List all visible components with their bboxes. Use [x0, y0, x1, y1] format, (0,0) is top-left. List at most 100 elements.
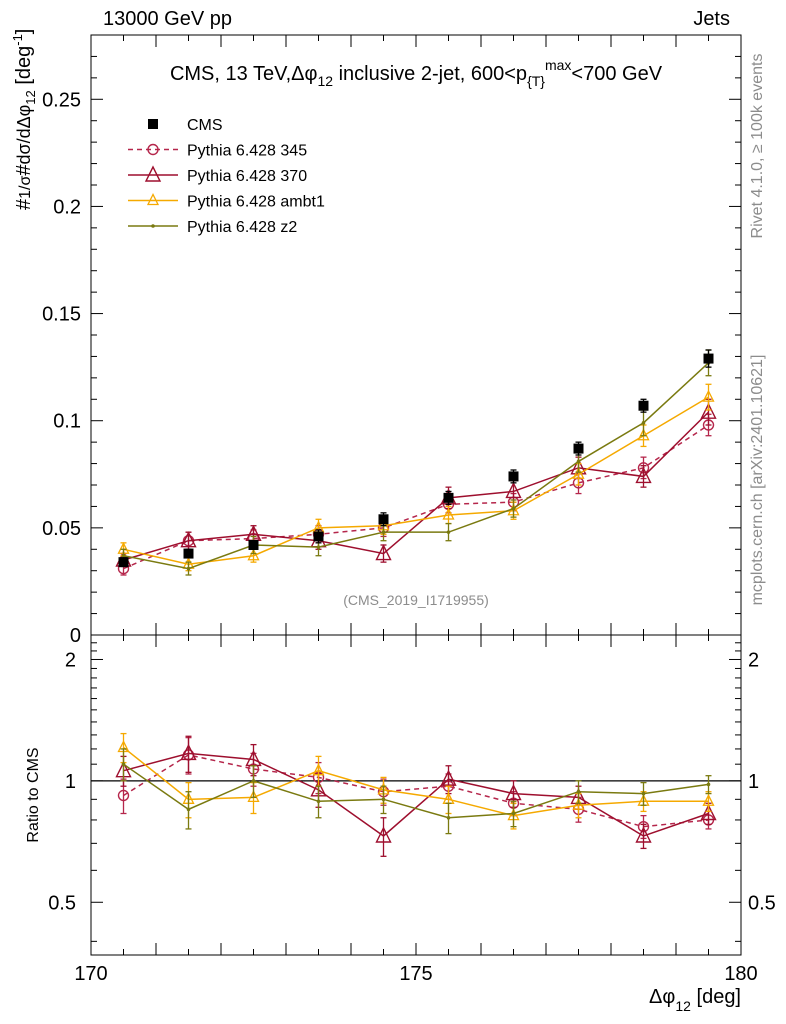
pythia-370-point — [375, 826, 392, 843]
pythia-370-line — [123, 411, 710, 561]
legend-item-pythia-ambt1: Pythia 6.428 ambt1 — [128, 193, 325, 211]
legend-marker — [148, 119, 158, 129]
pythia-ambt1-point — [702, 793, 715, 806]
legend-label: Pythia 6.428 370 — [187, 168, 307, 185]
legend-label: Pythia 6.428 ambt1 — [187, 194, 325, 211]
pythia-z2-line — [123, 763, 709, 819]
pythia-ambt1-point — [442, 507, 455, 520]
legend-label: Pythia 6.428 z2 — [187, 219, 297, 236]
xlabel-unit: [deg] — [691, 986, 741, 1008]
y-tick-label: 0.1 — [53, 411, 81, 433]
pythia-ambt1-point — [247, 548, 260, 561]
y-tick-label-right: 1 — [748, 771, 759, 793]
pythia-345-line — [123, 424, 709, 570]
pythia-z2-point — [186, 807, 191, 812]
cms-point — [313, 531, 324, 542]
pythia-z2-point — [316, 545, 321, 549]
legend-marker — [147, 143, 159, 156]
pythia-370-point — [375, 544, 392, 561]
title-sup-max: max — [545, 57, 571, 73]
title-suffix: <700 GeV — [571, 63, 662, 85]
cms-point — [573, 443, 584, 454]
pythia-z2-point — [641, 421, 646, 425]
pythia-ambt1-line — [123, 746, 709, 817]
pythia-z2-point — [446, 815, 451, 820]
legend-item-pythia-370: Pythia 6.428 370 — [128, 165, 307, 185]
pythia-z2-line — [123, 362, 710, 570]
pythia-z2-point — [121, 553, 126, 558]
pythia-z2-point — [121, 762, 126, 766]
pythia-z2-point — [316, 799, 321, 804]
cms-point — [248, 540, 259, 550]
xlabel-main: Δφ — [649, 986, 675, 1008]
cms-point — [638, 400, 649, 411]
pythia-370-point — [505, 784, 522, 801]
y-tick-label: 0.25 — [42, 89, 81, 111]
cms-point — [378, 514, 389, 525]
ratio-panel: 0.5 0.5 1 1 2 2 Ratio to CMS — [25, 634, 776, 956]
legend-label: Pythia 6.428 345 — [187, 143, 307, 160]
x-tick-label: 170 — [74, 963, 107, 985]
pythia-370-point — [180, 531, 197, 548]
ylabel-sub: 12 — [23, 90, 38, 104]
x-tick-label: 175 — [399, 963, 432, 985]
pythia-345-line — [123, 754, 709, 828]
pythia-370-point — [180, 743, 197, 761]
legend-marker — [151, 224, 155, 228]
pythia-370-line — [123, 752, 709, 837]
legend-marker — [144, 165, 162, 182]
pythia-z2-series — [120, 748, 712, 835]
cms-point — [443, 492, 454, 503]
ratio-y-axis-label: Ratio to CMS — [25, 747, 42, 842]
legend-marker — [146, 193, 160, 206]
pythia-370-point — [700, 402, 717, 419]
y-tick-label: 1 — [65, 771, 76, 793]
pythia-345-series — [117, 413, 715, 576]
pythia-345-point — [117, 789, 130, 802]
title-prefix: CMS, 13 TeV,Δφ — [170, 63, 318, 85]
pythia-z2-point — [381, 530, 386, 534]
y-tick-label-right: 2 — [748, 649, 759, 671]
legend-item-cms: CMS — [148, 117, 223, 134]
pythia-ambt1-point — [247, 789, 260, 803]
analysis-watermark: (CMS_2019_I1719955) — [343, 592, 489, 608]
pythia-ambt1-line — [123, 396, 709, 566]
x-tick-label: 180 — [724, 963, 757, 985]
header-right: Jets — [693, 8, 730, 30]
y-tick-label: 0.2 — [53, 196, 81, 218]
title-sub-t: {T} — [527, 73, 545, 89]
cms-series — [118, 349, 714, 568]
cms-point — [183, 548, 194, 559]
pythia-z2-point — [511, 506, 516, 511]
title-sub-12: 12 — [317, 73, 333, 89]
rivet-version-label: Rivet 4.1.0, ≥ 100k events — [749, 54, 766, 239]
pythia-z2-point — [511, 811, 516, 816]
pythia-z2-point — [641, 791, 646, 796]
ylabel-derivative: dσ/dΔφ — [14, 105, 34, 165]
pythia-z2-point — [251, 779, 256, 783]
header-left: 13000 GeV pp — [103, 8, 232, 30]
ylabel-unit: [deg — [13, 46, 35, 90]
pythia-z2-point — [576, 459, 581, 464]
cms-point — [118, 557, 129, 568]
pythia-370-point — [505, 481, 522, 499]
legend: CMS Pythia 6.428 345 Pythia 6.428 370 Pythi… — [128, 117, 325, 236]
pythia-z2-point — [381, 797, 386, 802]
pythia-ambt1-point — [572, 797, 585, 810]
pythia-370-point — [440, 769, 457, 786]
y-tick-label: 2 — [65, 649, 76, 671]
cms-point — [508, 471, 519, 482]
legend-item-pythia-345: Pythia 6.428 345 — [128, 143, 307, 160]
legend-label: CMS — [187, 117, 223, 134]
pythia-z2-series — [120, 349, 712, 576]
pythia-370-series — [115, 735, 717, 857]
ylabel-fraction: 1/σ — [17, 176, 34, 199]
cms-point — [703, 353, 714, 364]
pythia-370-point — [635, 826, 652, 843]
legend-item-pythia-z2: Pythia 6.428 z2 — [128, 219, 297, 236]
y-tick-label: 0 — [70, 625, 81, 647]
y-tick-label: 0.5 — [48, 892, 76, 914]
y-tick-label: 0.05 — [42, 518, 81, 540]
pythia-ambt1-point — [312, 763, 325, 776]
